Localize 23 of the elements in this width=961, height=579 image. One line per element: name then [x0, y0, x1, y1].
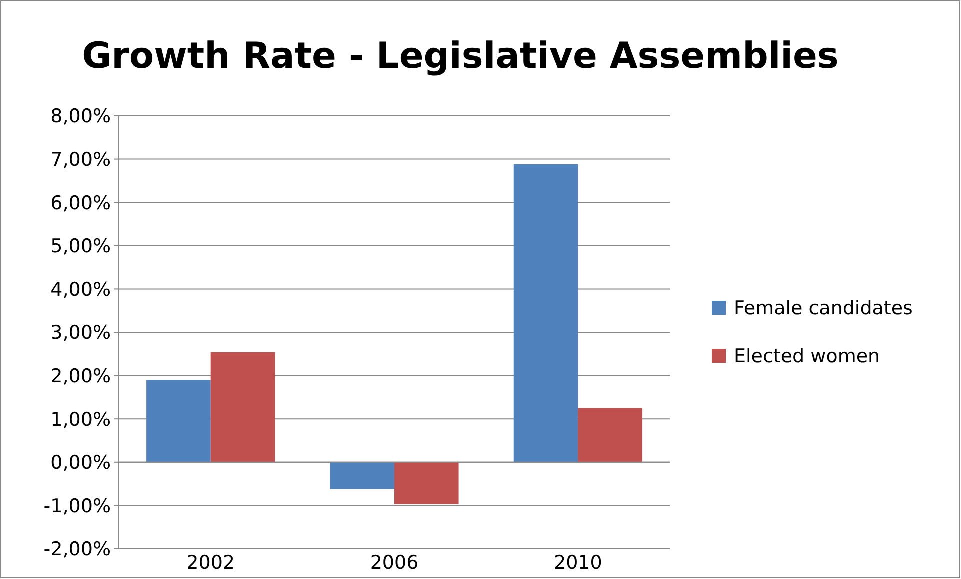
y-tick-label: 6,00%	[50, 192, 111, 214]
chart-title: Growth Rate - Legislative Assemblies	[82, 36, 839, 77]
bar	[210, 352, 276, 462]
y-tick-label: 1,00%	[50, 408, 111, 431]
y-tick-label: 0,00%	[50, 452, 111, 474]
y-tick-label: -1,00%	[44, 495, 111, 518]
y-tick-label: -2,00%	[44, 538, 111, 561]
legend-label: Female candidates	[734, 298, 913, 320]
y-tick-label: 3,00%	[50, 322, 111, 344]
y-tick-label: 7,00%	[50, 148, 111, 171]
bar	[146, 380, 211, 462]
x-tick-label: 2006	[370, 552, 419, 574]
bar	[514, 164, 578, 462]
y-tick-label: 8,00%	[50, 106, 111, 128]
bar	[394, 462, 459, 504]
y-tick-label: 4,00%	[50, 278, 111, 301]
x-tick-label: 2002	[186, 552, 236, 574]
bar	[330, 462, 394, 490]
x-tick-label: 2010	[554, 552, 602, 574]
y-tick-label: 2,00%	[50, 365, 111, 388]
legend-label: Elected women	[734, 346, 880, 368]
bar	[578, 408, 642, 462]
y-tick-label: 5,00%	[50, 236, 111, 258]
